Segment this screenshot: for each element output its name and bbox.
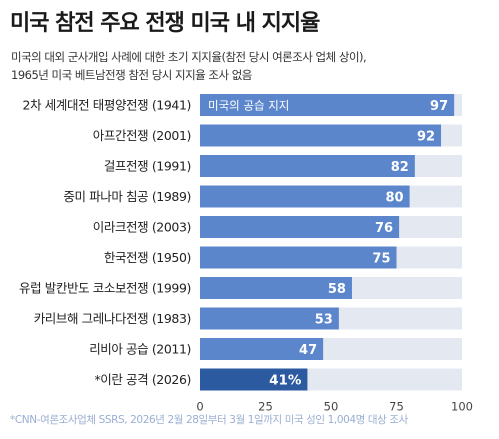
x-tick-label: 25 [258, 400, 273, 414]
value-label: 97 [430, 99, 448, 114]
x-tick-label: 100 [451, 400, 473, 414]
category-label: *이란 공격 (2026) [94, 372, 191, 387]
category-label: 유럽 발칸반도 코소보전쟁 (1999) [19, 281, 191, 296]
bar [200, 246, 397, 269]
category-label: 이라크전쟁 (2003) [93, 220, 191, 235]
value-label: 41% [269, 373, 302, 389]
source-note: *CNN-여론조사업체 SSRS, 2026년 2월 28일부터 3월 1일까지… [10, 414, 408, 426]
category-label: 리비아 공습 (2011) [89, 342, 191, 357]
chart-title: 미국 참전 주요 전쟁 미국 내 지지율 [10, 11, 320, 36]
x-tick-label: 50 [324, 400, 339, 414]
value-label: 47 [299, 343, 317, 358]
bar [200, 94, 455, 116]
category-label: 중미 파나마 침공 (1989) [63, 189, 191, 204]
value-label: 53 [315, 313, 333, 328]
bar [200, 368, 308, 391]
x-tick-label: 0 [196, 400, 203, 414]
value-label: 75 [372, 252, 390, 267]
category-label: 2차 세계대전 태평양전쟁 (1941) [23, 98, 191, 113]
bar [200, 124, 442, 147]
value-label: 80 [386, 191, 404, 206]
value-label: 76 [375, 221, 393, 236]
subtitle-line-1: 미국의 대외 군사개입 사례에 대한 초기 지지율(참전 당시 여론조사 업체 … [11, 50, 367, 64]
series-label: 미국의 공습 지지 [208, 99, 289, 113]
bar [200, 185, 410, 208]
bar [200, 277, 352, 299]
category-label: 아프간전쟁 (2001) [93, 128, 191, 143]
value-label: 92 [417, 130, 435, 145]
category-label: 한국전쟁 (1950) [104, 250, 191, 265]
subtitle-line-2: 1965년 미국 베트남전쟁 참전 당시 지지율 조사 없음 [11, 68, 252, 82]
value-label: 82 [391, 160, 409, 175]
bar [200, 155, 415, 177]
chart-subtitle: 미국의 대외 군사개입 사례에 대한 초기 지지율(참전 당시 여론조사 업체 … [11, 48, 367, 84]
bar [200, 307, 339, 330]
x-tick-label: 75 [389, 400, 404, 414]
category-label: 걸프전쟁 (1991) [104, 159, 191, 174]
category-label: 카리브해 그레나다전쟁 (1983) [34, 311, 191, 326]
bar [200, 216, 400, 238]
bar [200, 338, 324, 360]
value-label: 58 [328, 282, 346, 297]
